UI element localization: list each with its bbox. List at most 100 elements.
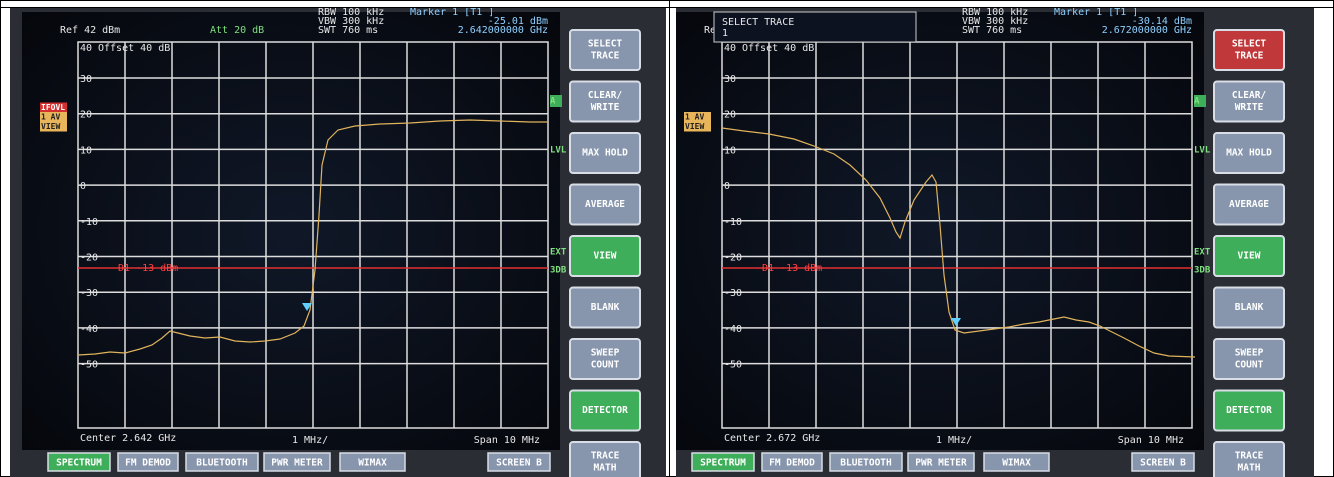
tab-face: [829, 452, 903, 472]
status-flag-text: VIEW: [41, 122, 60, 131]
softkey-face: [569, 183, 641, 226]
status-flag-text: 1 AV: [41, 113, 60, 122]
softkey[interactable]: CLEAR/WRITE: [569, 80, 641, 123]
setting: RBW 100 kHz: [962, 7, 1028, 18]
division: 1 MHz/: [292, 435, 328, 446]
offset-label: Offset 40 dB: [742, 43, 814, 54]
level-label: 30: [80, 74, 92, 85]
display-line-label: D1 -13 dBm: [118, 263, 178, 274]
status-flag-text: 1 AV: [685, 113, 704, 122]
tab[interactable]: PWR METER: [263, 452, 331, 472]
softkey[interactable]: AVERAGE: [1213, 183, 1285, 226]
tab[interactable]: WIMAX: [983, 452, 1050, 472]
span: Span 10 MHz: [474, 435, 540, 446]
tab-label: SPECTRUM: [56, 458, 102, 469]
level-label: -20: [724, 253, 742, 264]
status-flag: [40, 102, 67, 113]
status-flag: [40, 112, 67, 122]
attenuation: Att 20 dB: [210, 25, 264, 36]
softkey-label: TRACE: [591, 451, 620, 462]
tab[interactable]: BLUETOOTH: [829, 452, 903, 472]
tab-label: WIMAX: [1002, 458, 1031, 469]
trace: [721, 127, 1196, 358]
softkey-face: [569, 80, 641, 123]
softkey-face: [569, 286, 641, 329]
tab-face: [339, 452, 406, 472]
select-box: [713, 11, 917, 43]
division: 1 MHz/: [936, 435, 972, 446]
center-frequency: Center 2.642 GHz: [80, 433, 176, 444]
marker-title: Marker 1 [T1 ]: [1054, 7, 1138, 18]
softkey-label: TRACE: [591, 51, 620, 62]
softkey-face: [569, 29, 641, 71]
status-flag: [684, 112, 711, 122]
status-flag-text: LVL: [1194, 146, 1211, 156]
status-flag-text: LVL: [550, 146, 567, 156]
ref-level: Ref 42 dBm: [60, 25, 120, 36]
cell: 40 30 20 10 0 -10 -20 -30 -40 -50 Offset 40 dB D1 -…: [10, 7, 666, 477]
level-label: 30: [724, 74, 736, 85]
level-label: -10: [80, 217, 98, 228]
screen: [22, 12, 560, 450]
softkey-face: [569, 389, 641, 432]
tab[interactable]: BLUETOOTH: [185, 452, 259, 472]
tab[interactable]: SPECTRUM: [691, 452, 755, 472]
softkey[interactable]: VIEW: [569, 235, 641, 277]
softkey-label: BLANK: [591, 302, 620, 313]
tab-label: BLUETOOTH: [196, 458, 248, 469]
marker: [302, 303, 312, 311]
tab[interactable]: SPECTRUM: [47, 452, 111, 472]
tab[interactable]: FM DEMOD: [761, 452, 823, 472]
level-label: 20: [80, 110, 92, 121]
softkey[interactable]: BLANK: [569, 286, 641, 329]
marker-frequency: 2.672000000 GHz: [1102, 25, 1192, 36]
tab[interactable]: FM DEMOD: [117, 452, 179, 472]
softkey[interactable]: BLANK: [1213, 286, 1285, 329]
tab[interactable]: SCREEN B: [1131, 452, 1195, 472]
setting: RBW 100 kHz: [318, 7, 384, 18]
tab[interactable]: WIMAX: [339, 452, 406, 472]
softkey-label: TRACE: [1235, 51, 1264, 62]
softkey-face: [569, 441, 641, 477]
softkey[interactable]: DETECTOR: [1213, 389, 1285, 432]
softkey[interactable]: MAX HOLD: [1213, 132, 1285, 174]
softkey[interactable]: DETECTOR: [569, 389, 641, 432]
softkey[interactable]: MAX HOLD: [569, 132, 641, 174]
softkey-label: MATH: [1238, 463, 1261, 474]
softkey-face: [1213, 235, 1285, 277]
analyzer-panel: 40 30 20 10 0 -10 -20 -30 -40 -50 Offset 40 dB D1 -…: [10, 7, 666, 477]
softkey[interactable]: CLEAR/WRITE: [1213, 80, 1285, 123]
trace: [77, 119, 548, 356]
display-line-label: D1 -13 dBm: [762, 263, 822, 274]
tab-label: FM DEMOD: [125, 458, 171, 469]
tab[interactable]: SCREEN B: [487, 452, 551, 472]
softkey-label: VIEW: [594, 251, 617, 262]
level-label: 40: [80, 43, 92, 54]
softkey-label: COUNT: [1235, 360, 1264, 371]
status-flag: [40, 121, 67, 132]
status-flag-text: EXT: [1194, 248, 1211, 258]
softkey-label: MAX HOLD: [1226, 148, 1272, 159]
level-label: 40: [724, 43, 736, 54]
softkey-face: [1213, 183, 1285, 226]
tab-face: [487, 452, 551, 472]
softkey[interactable]: AVERAGE: [569, 183, 641, 226]
level-label: 0: [724, 181, 730, 192]
tab[interactable]: PWR METER: [907, 452, 975, 472]
tab-face: [47, 452, 111, 472]
cell: 40 30 20 10 0 -10 -20 -30 -40 -50 Offset 40 dB D1 -…: [676, 7, 1314, 477]
status-flag: [684, 121, 711, 132]
softkey-label: SWEEP: [591, 348, 620, 359]
center-frequency: Center 2.672 GHz: [724, 433, 820, 444]
tab-face: [185, 452, 259, 472]
level-label: 10: [80, 145, 92, 156]
softkey[interactable]: VIEW: [1213, 235, 1285, 277]
marker-frequency: 2.642000000 GHz: [458, 25, 548, 36]
